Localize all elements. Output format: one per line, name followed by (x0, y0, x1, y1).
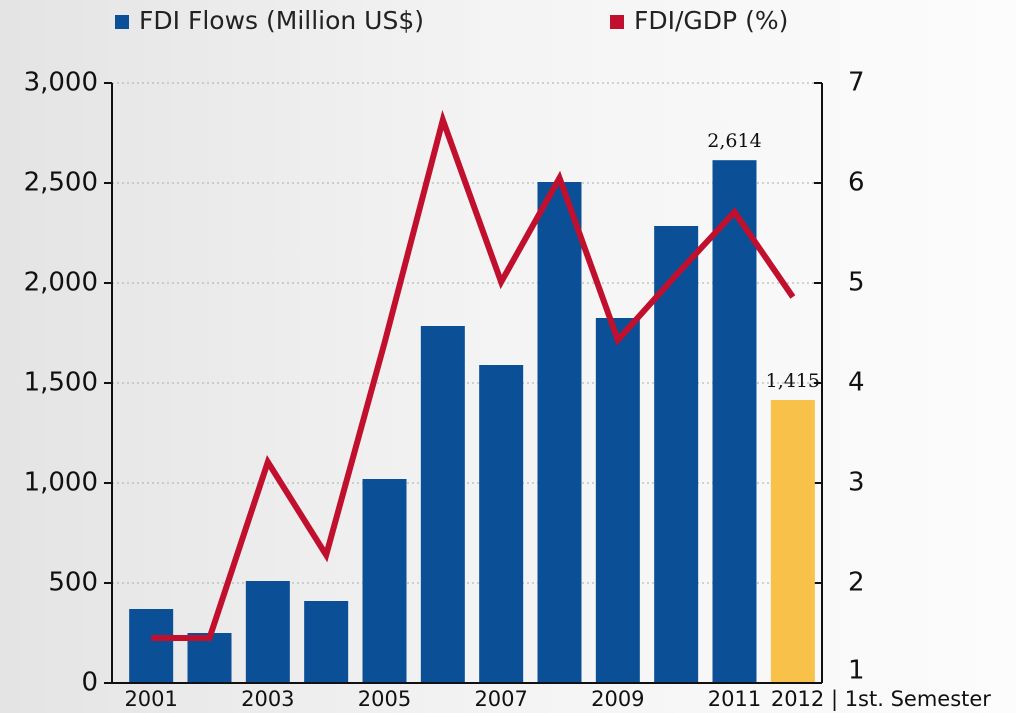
value-label: 2,614 (707, 130, 761, 152)
bar (129, 609, 174, 683)
x-tick-label: 2011 (708, 687, 761, 711)
y2-tick-label: 2 (848, 568, 865, 598)
y-tick-label: 3,000 (24, 68, 98, 98)
value-label: 1,415 (766, 370, 820, 392)
y-tick-label: 0 (81, 668, 98, 698)
x-tick-label: 2012 | 1st. Semester (771, 687, 991, 712)
y2-tick-label: 1 (848, 656, 865, 686)
bar (770, 400, 815, 683)
legend-swatch (115, 15, 129, 29)
bar (595, 318, 640, 683)
y2-tick-label: 7 (848, 68, 865, 98)
y-tick-label: 1,500 (24, 368, 98, 398)
y-tick-label: 500 (48, 568, 98, 598)
legend-label: FDI Flows (Million US$) (139, 6, 424, 35)
bar (304, 601, 349, 683)
bar (479, 365, 524, 683)
y-tick-label: 2,000 (24, 268, 98, 298)
bar (712, 160, 757, 683)
x-tick-label: 2009 (591, 687, 644, 711)
bar (187, 633, 232, 683)
y2-tick-label: 3 (848, 468, 865, 498)
y2-tick-label: 6 (848, 168, 865, 198)
x-tick-label: 2007 (474, 687, 527, 711)
legend-label: FDI/GDP (%) (634, 6, 788, 35)
x-tick-label: 2001 (124, 687, 177, 711)
bar (537, 182, 582, 683)
bar (654, 226, 699, 683)
y-tick-label: 1,000 (24, 468, 98, 498)
x-tick-label: 2005 (358, 687, 411, 711)
legend-swatch (610, 15, 624, 29)
bar (362, 479, 407, 683)
y2-tick-label: 4 (848, 368, 865, 398)
x-tick-label: 2003 (241, 687, 294, 711)
line (151, 109, 796, 641)
y-tick-label: 2,500 (24, 168, 98, 198)
y2-tick-label: 5 (848, 268, 865, 298)
bar (420, 326, 465, 683)
bar (245, 581, 290, 683)
